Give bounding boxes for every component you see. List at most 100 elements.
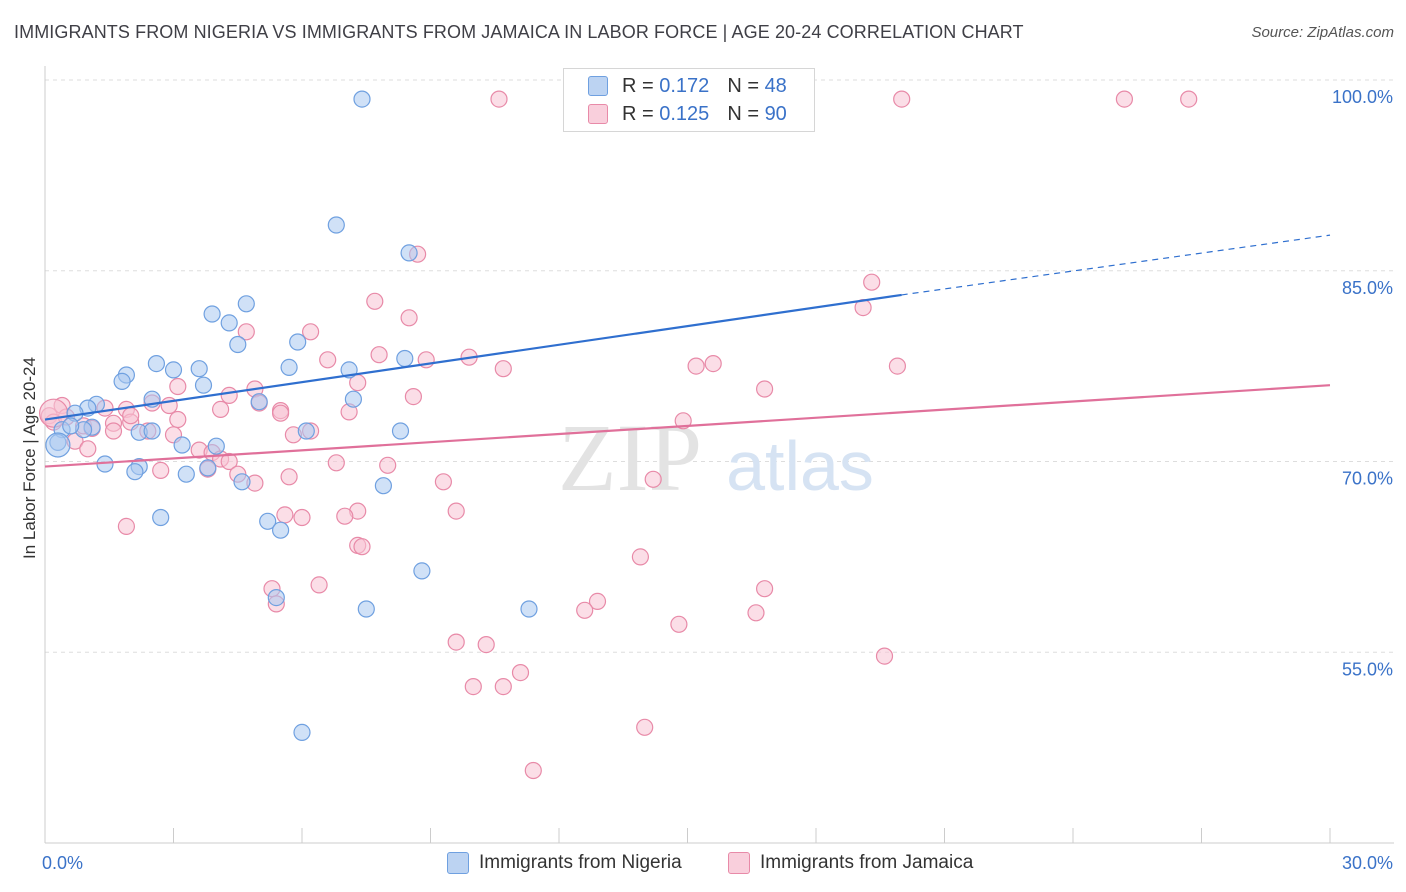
jamaica-point [310,576,328,594]
jamaica-point [755,380,774,398]
jamaica-point [636,718,654,736]
jamaica-point [152,461,170,479]
jamaica-point [212,400,230,418]
nigeria-point [203,305,221,323]
nigeria-point [391,422,410,440]
jamaica-point [169,410,187,429]
nigeria-point [353,90,371,108]
jamaica-point [747,604,765,622]
correlation-legend: R = 0.172 N = 48 R = 0.125 N = 90 [563,68,815,132]
legend-row-jamaica: R = 0.125 N = 90 [588,102,787,126]
series-legend-jamaica[interactable]: Immigrants from Jamaica [728,852,973,874]
nigeria-point [147,355,165,373]
nigeria-point [233,473,251,491]
jamaica-point [447,633,465,651]
jamaica-point [220,386,238,404]
jamaica-point [477,635,495,654]
legend-swatch-nigeria [588,76,608,96]
trend-line-nigeria-extension [901,234,1331,296]
series-legend-swatch-jamaica [728,852,750,874]
nigeria-point [344,390,362,408]
legend-n-value-nigeria: 48 [764,74,787,97]
x-tick-label: 30.0% [1342,853,1393,873]
jamaica-point [379,456,397,474]
jamaica-point [434,473,452,491]
y-axis-label: In Labor Force | Age 20-24 [20,357,39,559]
nigeria-point [152,508,170,527]
nigeria-point [413,562,431,580]
series-legend: Immigrants from Nigeria Immigrants from … [0,852,1406,878]
legend-r-label: R = [622,102,654,125]
legend-r-value-jamaica: 0.125 [659,102,710,125]
nigeria-point [190,360,208,378]
jamaica-point [404,388,422,406]
legend-swatch-jamaica [588,104,608,124]
series-legend-label-jamaica: Immigrants from Jamaica [760,852,974,873]
jamaica-point [276,506,294,524]
jamaica-point [687,357,705,375]
jamaica-point [670,615,688,633]
jamaica-point [319,351,337,369]
nigeria-point [520,600,538,618]
y-tick-label: 100.0% [1332,87,1393,107]
nigeria-point [267,588,285,607]
jamaica-point [447,502,465,520]
nigeria-point [126,463,144,481]
series-legend-nigeria[interactable]: Immigrants from Nigeria [447,852,682,874]
nigeria-point [327,216,345,234]
x-tick-labels: 0.0% 30.0% [42,853,1393,873]
nigeria-point [272,521,290,539]
chart-source: Source: ZipAtlas.com [1251,24,1394,41]
legend-r-label: R = [622,74,654,97]
legend-r-value-nigeria: 0.172 [659,74,710,97]
legend-row-nigeria: R = 0.172 N = 48 [588,74,787,98]
jamaica-point [104,422,123,440]
jamaica-point [631,548,650,566]
nigeria-point [293,723,311,742]
jamaica-point [237,323,255,341]
series-legend-swatch-nigeria [447,852,469,874]
nigeria-point [177,465,195,483]
jamaica-point [366,292,384,310]
nigeria-point [113,372,131,390]
jamaica-point [863,273,881,291]
x-tick-label: 0.0% [42,853,83,873]
nigeria-point [400,244,418,262]
jamaica-point [524,761,542,780]
jamaica-point [674,412,692,430]
jamaica-point [875,647,894,665]
jamaica-point [1115,90,1134,108]
jamaica-point [400,309,418,327]
nigeria-point [374,477,392,495]
jamaica-point [588,592,607,611]
axes [44,66,1394,844]
jamaica-point [280,468,298,486]
nigeria-point [297,422,315,440]
jamaica-point [302,323,320,341]
y-tick-label: 85.0% [1342,278,1393,298]
jamaica-point [272,404,290,422]
nigeria-point [396,349,414,368]
jamaica-point [353,538,371,556]
nigeria-point [237,295,255,313]
jamaica-point [494,360,512,378]
legend-n-value-jamaica: 90 [764,102,787,125]
jamaica-point [327,454,345,472]
y-tick-label: 55.0% [1342,659,1393,679]
jamaica-point [494,677,512,696]
nigeria-point [62,417,80,435]
jamaica-point [490,90,508,108]
nigeria-point [143,422,161,440]
jamaica-point [79,440,97,458]
nigeria-point [164,361,183,379]
nigeria-point [357,600,375,618]
jamaica-point [336,507,354,525]
jamaica-point [704,355,722,373]
nigeria-point [194,376,213,394]
nigeria-point [289,333,307,351]
series-jamaica-points [38,90,1198,780]
series-legend-label-nigeria: Immigrants from Nigeria [479,852,682,873]
jamaica-point [169,377,187,396]
jamaica-point [755,580,774,598]
jamaica-point [122,407,140,425]
